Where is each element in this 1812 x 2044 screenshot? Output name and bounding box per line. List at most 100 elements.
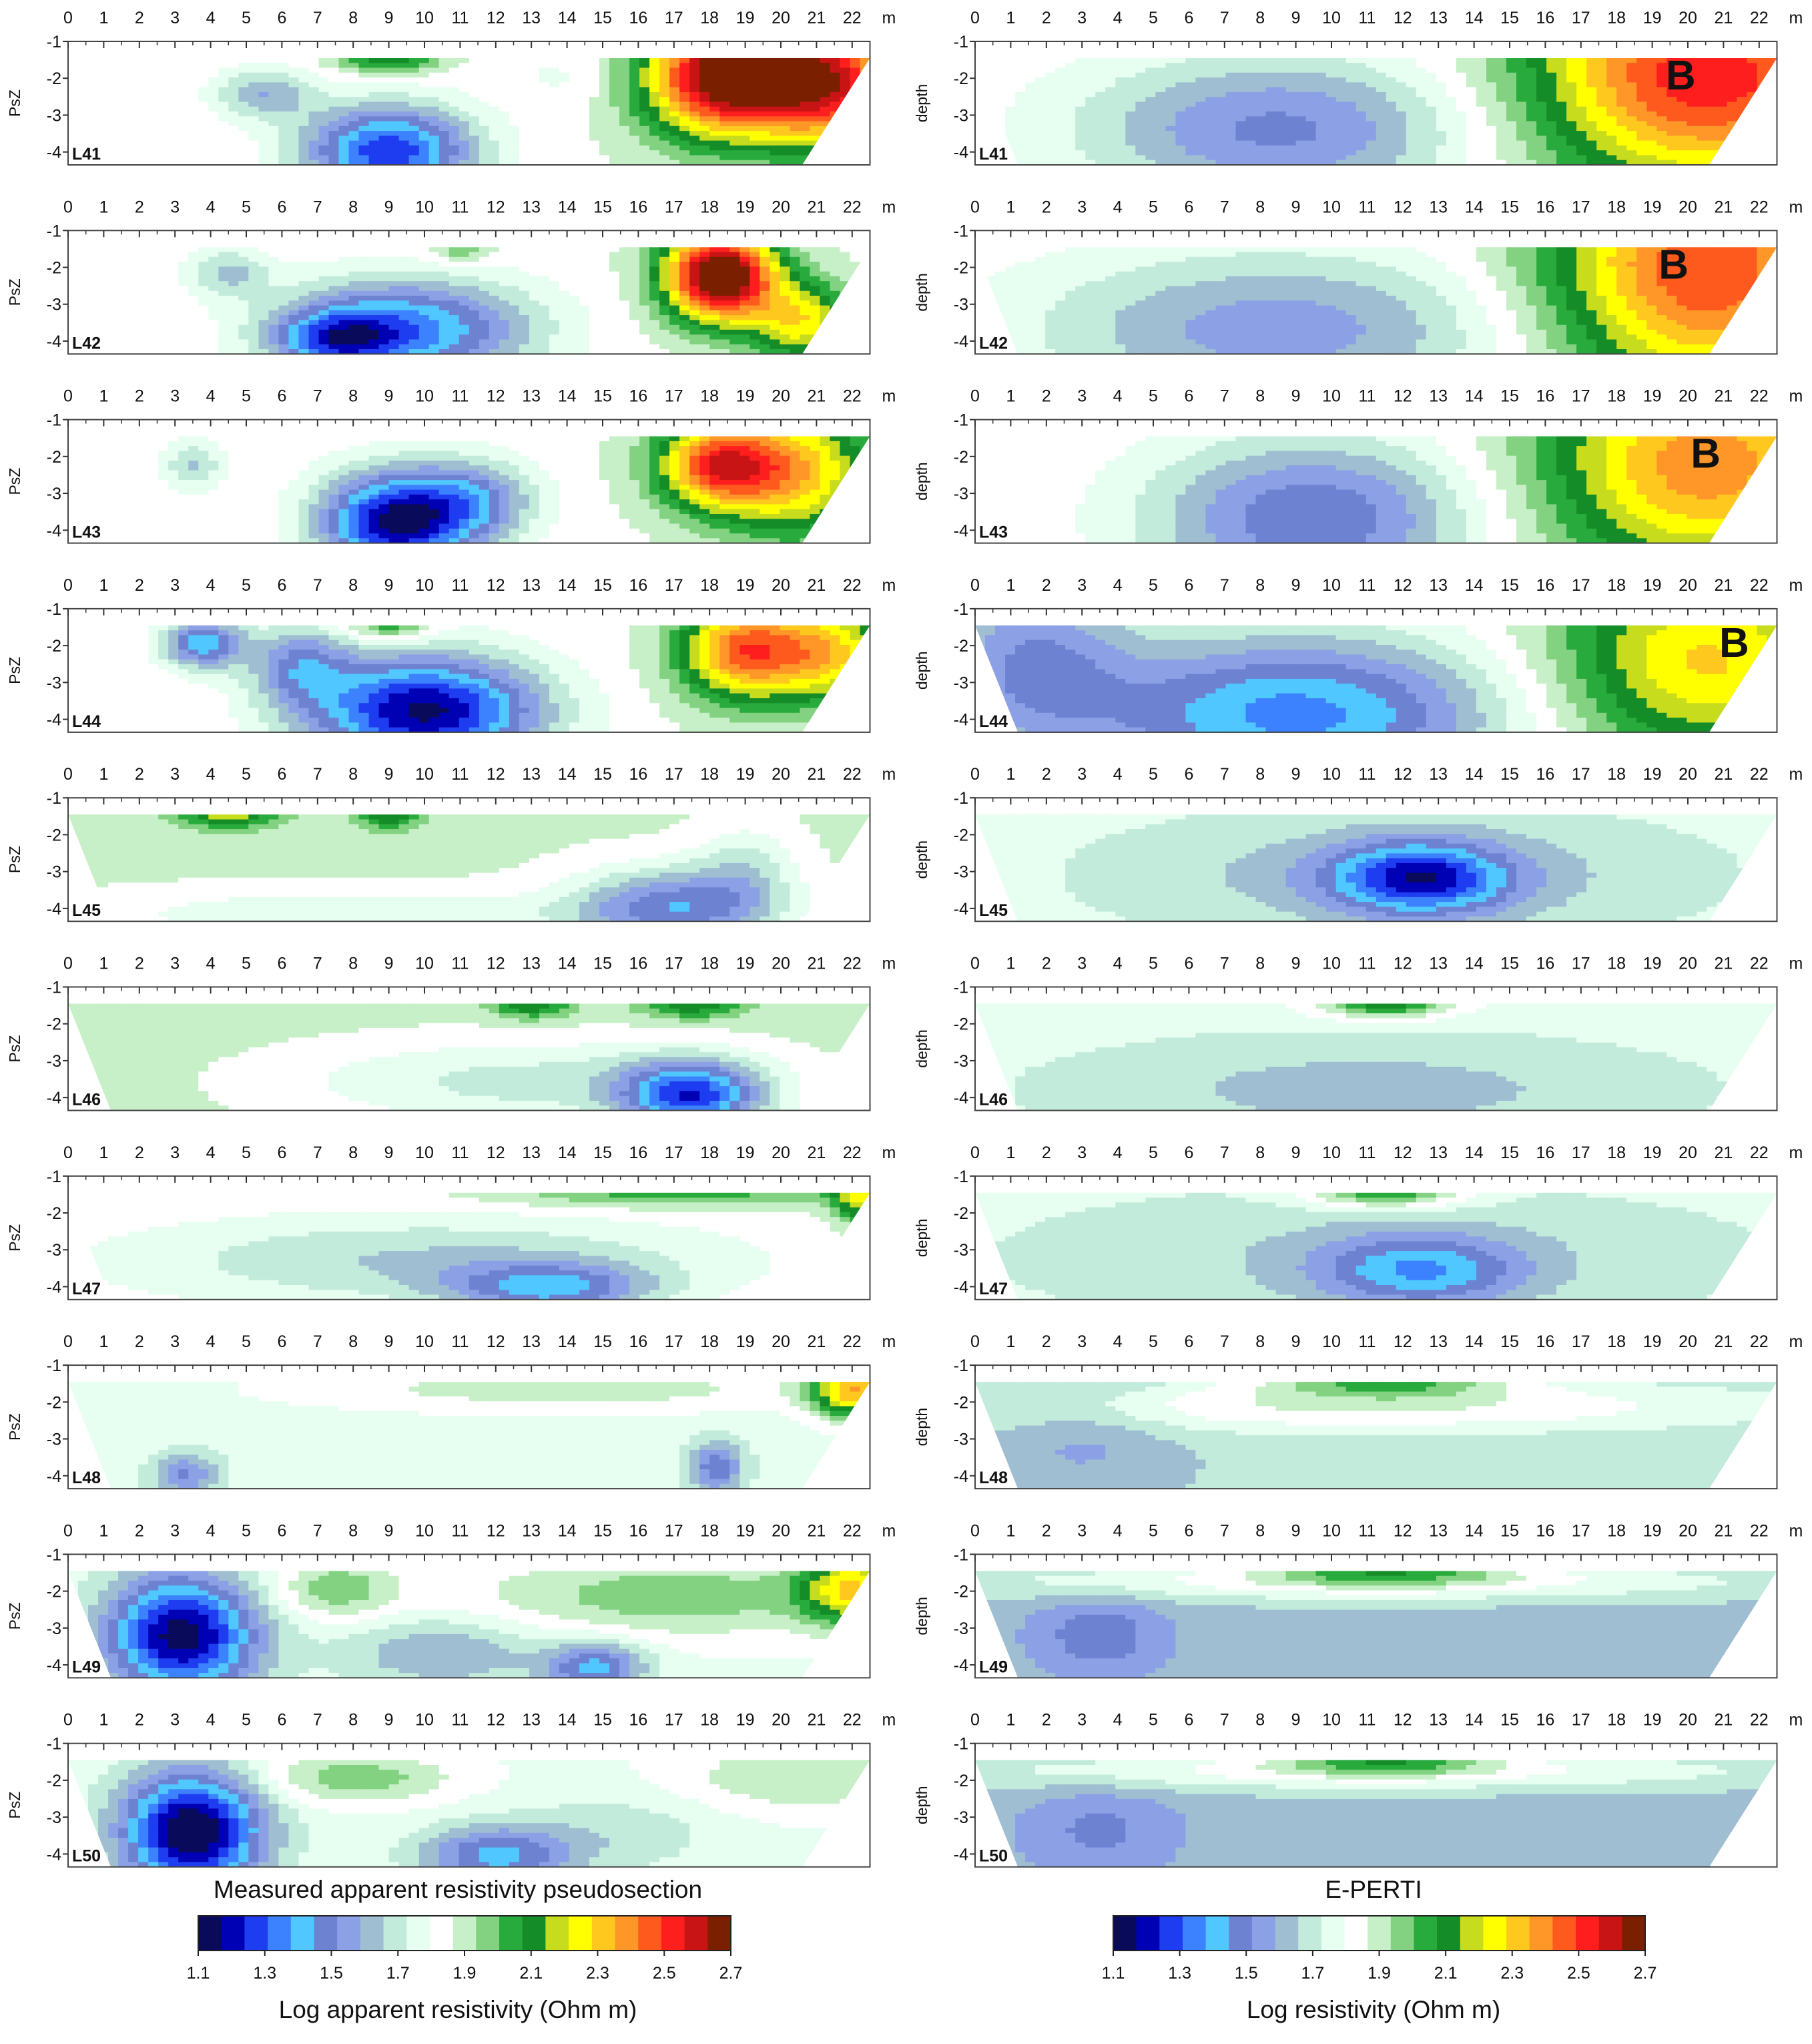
field-cell (770, 262, 780, 267)
field-cell (288, 156, 299, 161)
field-cell (1015, 156, 1026, 161)
field-cell (1025, 73, 1036, 78)
field-cell (770, 141, 780, 146)
field-cell (1306, 136, 1317, 141)
field-cell (619, 82, 630, 87)
field-cell (1145, 156, 1156, 161)
field-cell (1286, 136, 1297, 141)
field-cell (88, 68, 99, 73)
field-cell (1015, 136, 1026, 141)
field-cell (820, 257, 830, 262)
field-cell (1175, 107, 1186, 112)
field-cell (1216, 126, 1227, 132)
x-tick-label: 10 (415, 9, 434, 27)
field-cell (709, 141, 720, 146)
field-cell (1246, 136, 1257, 141)
field-cell (1286, 63, 1297, 68)
field-cell (689, 276, 700, 282)
x-tick-label: 9 (384, 9, 394, 27)
field-cell (329, 116, 340, 121)
field-cell (810, 252, 820, 258)
field-cell (268, 116, 279, 121)
field-cell (1286, 156, 1297, 161)
field-cell (1015, 126, 1026, 132)
field-cell (1717, 68, 1727, 73)
field-cell (319, 68, 330, 73)
field-cell (539, 116, 550, 121)
field-cell (178, 262, 189, 267)
field-cell (679, 247, 690, 252)
field-cell (790, 247, 800, 252)
field-cell (1626, 150, 1637, 156)
field-cell (1015, 73, 1026, 78)
field-cell (479, 126, 490, 132)
field-cell (1596, 146, 1607, 151)
field-cell (579, 97, 590, 102)
field-cell (619, 276, 630, 282)
field-cell (679, 276, 690, 282)
field-cell (1456, 111, 1467, 117)
field-cell (1015, 68, 1026, 73)
field-cell (1586, 116, 1597, 121)
field-cell (820, 68, 830, 73)
field-cell (1055, 97, 1066, 102)
field-cell (218, 82, 229, 87)
field-cell (138, 272, 149, 277)
field-cell (609, 276, 620, 282)
field-cell (1205, 58, 1216, 63)
field-cell (278, 136, 289, 141)
field-cell (1546, 92, 1557, 97)
field-cell (208, 77, 219, 83)
panels: 0 1 2 3 4 5 6 7 8 9 10 11 12 13 14 15 16 17 18 19 20 21 22 m-1-… (6, 9, 1803, 1868)
field-cell (1677, 150, 1687, 156)
field-cell (268, 131, 279, 136)
field-cell (509, 126, 520, 132)
field-cell (339, 262, 350, 267)
field-cell (770, 63, 780, 68)
field-cell (168, 87, 179, 93)
field-cell (709, 146, 720, 151)
field-cell (238, 156, 249, 161)
field-cell (709, 111, 720, 117)
field-cell (699, 136, 710, 141)
field-cell (709, 266, 720, 272)
field-cell (429, 126, 440, 132)
field-cell (659, 276, 670, 282)
field-cell (238, 247, 249, 252)
field-cell (108, 131, 119, 136)
field-cell (780, 131, 790, 136)
field-cell (1586, 58, 1597, 63)
field-cell (389, 150, 400, 156)
field-cell (1125, 97, 1136, 102)
field-cell (309, 150, 320, 156)
field-cell (389, 102, 400, 107)
field-cell (589, 68, 600, 73)
field-cell (238, 87, 249, 93)
field-cell (138, 97, 149, 102)
field-cell (1195, 150, 1206, 156)
field-cell (1416, 68, 1427, 73)
field-cell (148, 156, 159, 161)
field-cell (369, 276, 380, 282)
field-cell (830, 272, 840, 277)
field-cell (649, 131, 660, 136)
field-cell (1416, 87, 1427, 93)
field-cell (459, 247, 470, 252)
field-cell (1336, 131, 1347, 136)
field-cell (539, 131, 550, 136)
field-cell (1035, 111, 1046, 117)
field-cell (1115, 146, 1126, 151)
field-cell (198, 272, 209, 277)
field-cell (429, 150, 440, 156)
field-cell (1346, 97, 1357, 102)
field-cell (569, 257, 580, 262)
field-cell (459, 276, 470, 282)
field-cell (659, 141, 670, 146)
field-cell (1005, 63, 1016, 68)
field-cell (679, 146, 690, 151)
field-cell (429, 97, 440, 102)
field-cell (228, 257, 239, 262)
field-cell (1256, 107, 1267, 112)
field-cell (379, 131, 390, 136)
field-cell (1045, 77, 1056, 83)
